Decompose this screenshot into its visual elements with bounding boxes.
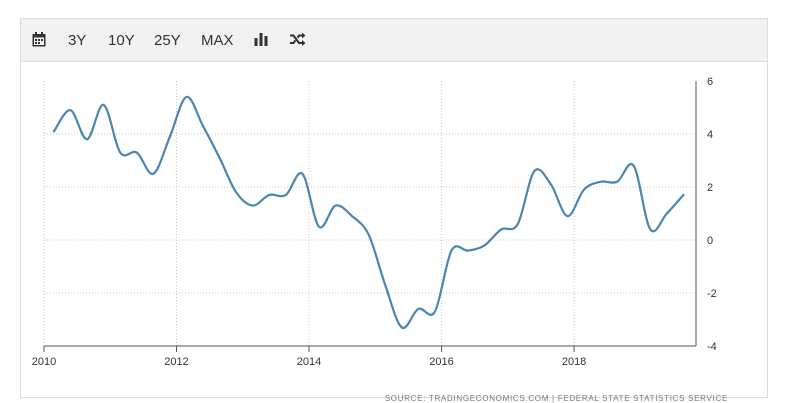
source-note: SOURCE: TRADINGECONOMICS.COM | FEDERAL S…: [384, 394, 728, 403]
series-line: [52, 95, 685, 330]
calendar-icon[interactable]: [32, 32, 46, 52]
shuffle-icon[interactable]: [289, 32, 306, 52]
x-tick-label: 2014: [297, 356, 321, 368]
range-10y-button[interactable]: 10Y: [108, 32, 135, 49]
y-tick-label: -4: [707, 341, 717, 353]
y-tick-label: 6: [707, 76, 713, 88]
range-max-button[interactable]: MAX: [201, 32, 234, 49]
range-25y-button[interactable]: 25Y: [154, 32, 181, 49]
chart-toolbar: 3Y 10Y 25Y MAX: [21, 19, 767, 62]
x-tick-label: 2016: [429, 356, 453, 368]
y-tick-label: 2: [707, 182, 713, 194]
x-tick-label: 2010: [32, 356, 56, 368]
chart-frame: 3Y 10Y 25Y MAX 6 4 2 0 -2 -4 2010 2012 2014 2016 2…: [20, 18, 768, 403]
range-3y-button[interactable]: 3Y: [68, 32, 87, 49]
line-chart: 6 4 2 0 -2 -4 2010 2012 2014 2016 2018: [32, 76, 717, 368]
y-tick-label: 0: [707, 235, 713, 247]
y-tick-label: -2: [707, 288, 717, 300]
x-tick-label: 2018: [562, 356, 586, 368]
y-tick-label: 4: [707, 129, 713, 141]
bar-chart-icon[interactable]: [254, 32, 268, 52]
x-tick-label: 2012: [164, 356, 188, 368]
